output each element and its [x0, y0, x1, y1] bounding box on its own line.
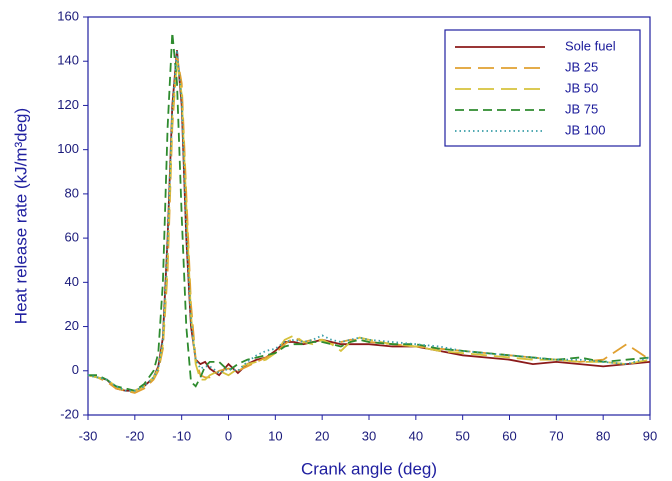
y-tick-label: 140: [57, 53, 79, 68]
y-tick-label: 100: [57, 141, 79, 156]
x-tick-label: 60: [502, 428, 516, 443]
x-axis-title: Crank angle (deg): [301, 459, 437, 478]
legend-label: JB 25: [565, 59, 598, 74]
y-axis-title: Heat release rate (kJ/m³deg): [11, 108, 30, 324]
legend-label: JB 75: [565, 101, 598, 116]
x-tick-label: 70: [549, 428, 563, 443]
y-tick-label: 60: [65, 230, 79, 245]
x-tick-label: -10: [172, 428, 191, 443]
x-tick-label: 10: [268, 428, 282, 443]
x-tick-label: 20: [315, 428, 329, 443]
series-line: [87, 61, 651, 392]
y-tick-label: -20: [60, 406, 79, 421]
legend-label: JB 50: [565, 80, 598, 95]
y-tick-label: 0: [72, 362, 79, 377]
y-tick-label: 160: [57, 8, 79, 23]
x-tick-label: 30: [362, 428, 376, 443]
legend-box: [444, 29, 641, 147]
legend-label: JB 100: [565, 122, 605, 137]
series-line: [88, 32, 651, 392]
y-tick-label: 40: [65, 274, 79, 289]
series-line: [87, 50, 651, 392]
legend-label: Sole fuel: [565, 38, 616, 53]
x-tick-label: -20: [125, 428, 144, 443]
x-tick-label: 40: [409, 428, 423, 443]
x-tick-label: 50: [455, 428, 469, 443]
x-tick-label: 90: [643, 428, 657, 443]
x-tick-label: 80: [596, 428, 610, 443]
y-tick-label: 80: [65, 185, 79, 200]
y-tick-label: 20: [65, 318, 79, 333]
y-tick-label: 120: [57, 97, 79, 112]
x-tick-label: 0: [225, 428, 232, 443]
x-tick-label: -30: [79, 428, 98, 443]
